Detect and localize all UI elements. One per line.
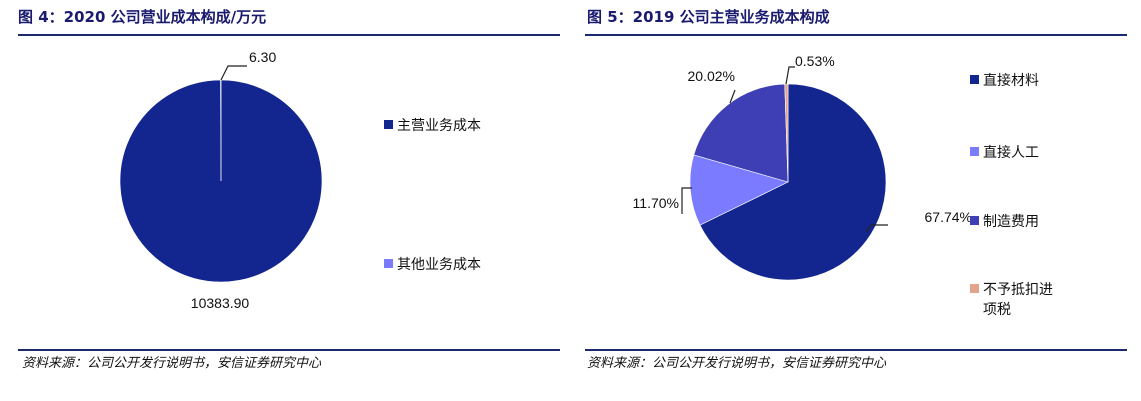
legend-swatch: [970, 75, 979, 84]
legend-label: 制造费用: [983, 214, 1039, 230]
source-divider: [585, 349, 1127, 351]
legend-item: 直接材料: [970, 72, 1039, 89]
pie-slice-2: [689, 154, 789, 226]
chart-panel-left: 图 4：2020 公司营业成本构成/万元 10383.90 6.30 主营业务成本其…: [0, 0, 560, 401]
legend-swatch: [970, 147, 979, 156]
legend-label: 不予抵扣进: [983, 282, 1053, 298]
legend-label: 主营业务成本: [397, 118, 481, 134]
data-label-leader-line: [220, 65, 247, 81]
pie-slice-3: [693, 83, 789, 183]
legend-item: 其他业务成本: [384, 257, 481, 273]
source-note: 资料来源：公司公开发行说明书，安信证券研究中心: [22, 356, 322, 371]
legend-item: 制造费用: [970, 214, 1039, 230]
data-label-leader-line: [785, 66, 795, 85]
legend-swatch: [970, 284, 979, 293]
legend-label: 直接材料: [983, 72, 1039, 89]
data-label-leader-line: [681, 187, 692, 214]
legend-label: 直接人工: [983, 144, 1039, 161]
legend-swatch: [384, 259, 393, 268]
data-label: 6.30: [249, 49, 276, 65]
source-divider: [18, 349, 560, 351]
data-label: 0.53%: [795, 53, 835, 69]
legend-item: 主营业务成本: [384, 118, 481, 134]
legend-swatch: [970, 216, 979, 225]
legend-item: 直接人工: [970, 144, 1039, 161]
legend-label: 项税: [983, 302, 1011, 318]
legend-label: 其他业务成本: [397, 257, 481, 273]
legend-swatch: [384, 120, 393, 129]
chart-title: 图 5：2019 公司主营业务成本构成: [587, 8, 830, 26]
title-divider: [585, 34, 1127, 36]
pie-slice-1: [699, 83, 887, 281]
data-label-leader-line: [729, 89, 736, 104]
title-divider: [18, 34, 560, 36]
chart-panel-right: 图 5：2019 公司主营业务成本构成 67.74% 11.70% 20.02% 0.…: [585, 0, 1141, 401]
data-label: 20.02%: [688, 68, 735, 84]
data-label-leader-line: [865, 224, 888, 233]
source-note: 资料来源：公司公开发行说明书，安信证券研究中心: [587, 356, 887, 371]
pie-chart-main-cost-2019: 67.74% 11.70% 20.02% 0.53% 直接材料直接人工制造费用不予抵扣进…: [633, 53, 1053, 318]
data-label: 67.74%: [925, 209, 972, 225]
data-label: 10383.90: [191, 295, 250, 311]
data-label: 11.70%: [633, 195, 679, 211]
chart-title: 图 4：2020 公司营业成本构成/万元: [18, 8, 267, 26]
